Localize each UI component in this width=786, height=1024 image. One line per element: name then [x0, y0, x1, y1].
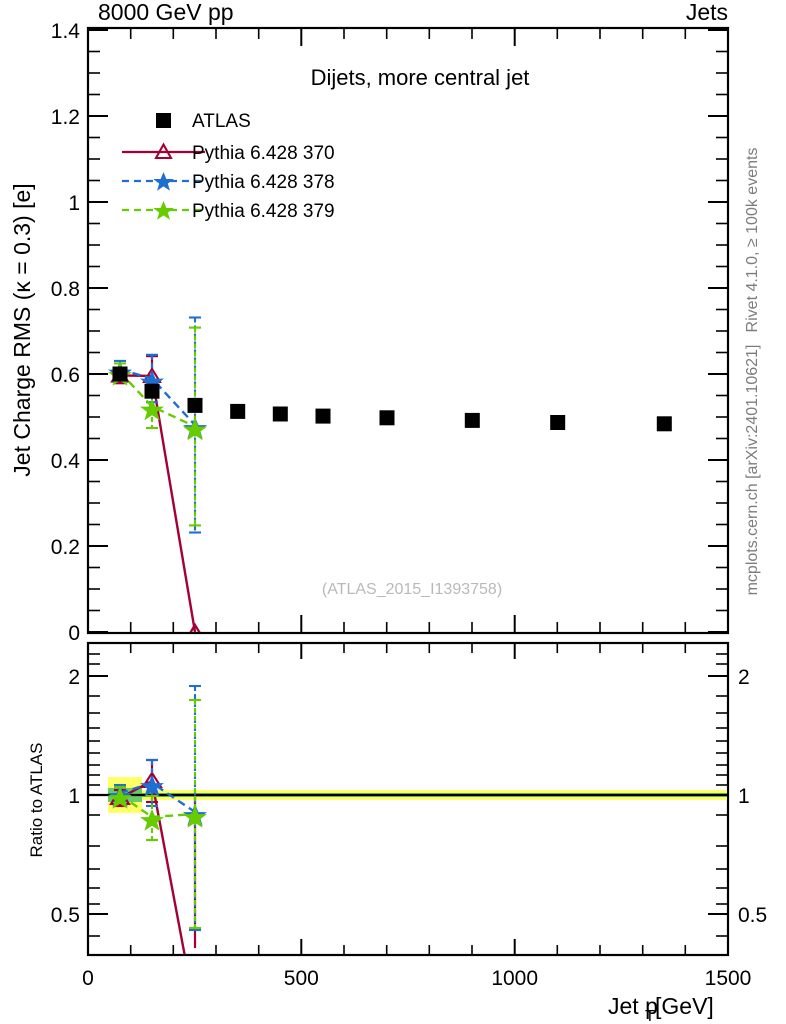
ratio-tick-label-2: 2 [68, 666, 80, 689]
marker-star [183, 418, 207, 441]
x-axis-label-sub: T [645, 1008, 655, 1024]
y-tick-label-0p6: 0.6 [51, 364, 80, 387]
y-tick-label-0p8: 0.8 [51, 278, 80, 301]
y-tick-label-0p4: 0.4 [51, 450, 81, 473]
header-left: 8000 GeV pp [98, 0, 234, 25]
ratio-tick-label-1: 1 [68, 785, 80, 808]
ratio-panel: Ratio to ATLAS 2 1 0.5 2 [27, 641, 767, 957]
y-tick-label-1p4: 1.4 [51, 20, 81, 43]
side-note-rivet: Rivet 4.1.0, ≥ 100k events [744, 148, 761, 333]
header-right: Jets [686, 0, 728, 25]
series-pythia-379-ratio [108, 698, 207, 930]
series-atlas-main [112, 366, 672, 432]
marker-star [140, 370, 164, 393]
x-tick-label-1000: 1000 [491, 967, 538, 990]
marker-star [183, 806, 207, 828]
ratio-y-minor-ticks [88, 653, 728, 937]
x-tick-label-500: 500 [284, 967, 319, 990]
legend-label-p370: Pythia 6.428 370 [192, 143, 335, 164]
side-note-mcplots: mcplots.cern.ch [arXiv:2401.10621] [744, 345, 761, 596]
legend: ATLAS Pythia 6.428 370 Pythia 6.428 378 … [122, 111, 335, 222]
x-axis-label-main: Jet p [608, 993, 658, 1019]
marker-star [140, 398, 164, 421]
main-y-ticks [88, 29, 728, 633]
ratio-plot-frame [86, 641, 730, 957]
x-tick-label-0: 0 [82, 967, 94, 990]
y-tick-label-1p2: 1.2 [51, 106, 80, 129]
legend-marker-p370 [154, 142, 173, 160]
marker-square [315, 408, 331, 424]
legend-marker-p378 [153, 172, 174, 191]
marker-square [272, 406, 288, 422]
ratio-tick-label-0p5: 0.5 [51, 904, 80, 927]
marker-square [379, 410, 395, 426]
main-x-minor-ticks [129, 28, 687, 633]
y-tick-label-1: 1 [68, 192, 80, 215]
y-axis-label: Jet Charge RMS (κ = 0.3) [e] [9, 183, 35, 476]
main-y-minor-ticks [88, 50, 728, 612]
legend-marker-atlas [156, 113, 171, 128]
x-axis-label: Jet p T [GeV] [608, 993, 714, 1024]
marker-square [550, 415, 566, 430]
y-tick-label-0: 0 [68, 622, 80, 645]
legend-label-p378: Pythia 6.428 378 [192, 172, 335, 193]
ratio-axis-label: Ratio to ATLAS [27, 743, 46, 858]
marker-square [656, 416, 672, 432]
watermark: (ATLAS_2015_I1393758) [322, 581, 502, 598]
marker-star [108, 787, 132, 809]
marker-square [230, 403, 246, 419]
y-tick-label-0p2: 0.2 [51, 536, 80, 559]
ratio-x-minor-ticks [129, 643, 687, 955]
ratio-tick-label-right-0p5: 0.5 [738, 904, 767, 927]
legend-marker-p379 [153, 201, 174, 220]
legend-label-atlas: ATLAS [192, 111, 251, 132]
marker-square [464, 412, 480, 428]
legend-label-p379: Pythia 6.428 379 [192, 201, 335, 222]
main-panel: 1.4 1.2 1 0.8 0.6 0.4 0.2 0 [51, 20, 730, 645]
x-tick-label-1500: 1500 [705, 967, 752, 990]
plot-title: Dijets, more central jet [311, 65, 530, 90]
ratio-tick-label-right-1: 1 [738, 785, 750, 808]
marker-star [140, 809, 164, 831]
marker-star [140, 775, 164, 797]
ratio-tick-label-right-2: 2 [738, 666, 750, 689]
ratio-x-ticks [87, 643, 729, 955]
x-axis-label-unit: [GeV] [655, 993, 714, 1019]
main-x-ticks [87, 28, 729, 633]
